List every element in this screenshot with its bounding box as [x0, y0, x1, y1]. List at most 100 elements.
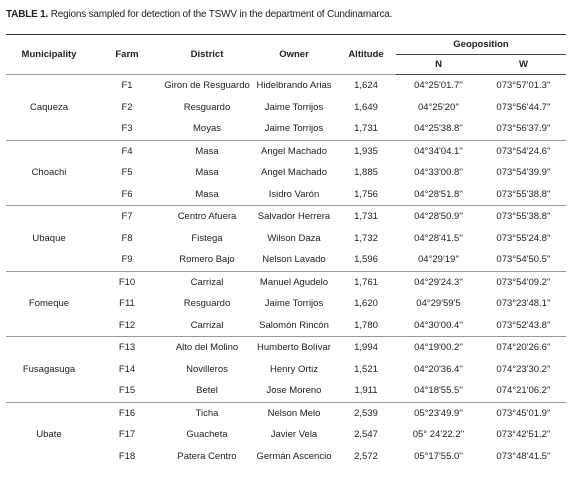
table-cell: 04°25'20'' — [418, 101, 459, 113]
caption-text: Regions sampled for detection of the TSW… — [50, 9, 393, 20]
table-cell: 074°20'26.6'' — [481, 336, 566, 359]
table-cell: 1,596 — [354, 254, 378, 266]
table-cell: 04°28'51.8'' — [414, 188, 463, 200]
table-cell: F7 — [92, 205, 162, 228]
table-cell: Carrizal — [190, 319, 224, 331]
table-cell: Angel Machado — [260, 167, 328, 179]
table-cell: 073°55'24.8'' — [496, 232, 551, 244]
table-row: F15 Betel Jose Moreno 1,911 04°18'55.5'' 074°… — [6, 380, 566, 402]
table-cell: 073°55'38.8'' — [496, 188, 551, 200]
table-cell: 073°54'24.6'' — [481, 139, 566, 162]
table-cell: Manuel Agudelo — [252, 270, 336, 293]
table-cell: 04°25'38.8'' — [414, 123, 463, 135]
header-cell: N — [396, 54, 481, 75]
table-cell: F8 — [121, 232, 133, 244]
table-cell: Fistega — [191, 232, 223, 244]
table-cell: 073°45'01.9'' — [481, 401, 566, 424]
table-cell: Novilleros — [186, 363, 228, 375]
table-cell: 2,572 — [354, 450, 378, 462]
table-cell: 073°42'51.2'' — [496, 429, 551, 441]
municipality-cell: Fusagasuga — [6, 336, 92, 402]
table-cell: Humberto Bolívar — [252, 336, 336, 359]
caption: TABLE 1. Regions sampled for detection o… — [6, 9, 392, 20]
table-cell: Wilson Daza — [267, 232, 321, 244]
table-row: F8 Fistega Wilson Daza 1,732 04°28'41.5'' 073… — [6, 228, 566, 250]
table-cell: Ticha — [162, 401, 252, 424]
header-cell: Altitude — [336, 34, 396, 75]
table-cell: Giron de Resguardo — [162, 74, 252, 97]
municipality-cell: Ubate — [6, 401, 92, 467]
table-cell: Centro Afuera — [162, 205, 252, 228]
table-row: Ubaque F7 Centro Afuera Salvador Herrera 1,7… — [6, 205, 566, 271]
table-cell: F3 — [121, 123, 133, 135]
table-cell: 1,620 — [354, 298, 378, 310]
table-cell: F12 — [118, 319, 136, 331]
table-cell: 1,731 — [336, 205, 396, 228]
table-cell: Betel — [196, 385, 218, 397]
table-cell: Javier Vela — [270, 429, 318, 441]
table-cell: Guacheta — [186, 429, 228, 441]
table-cell: 073°55'38.8'' — [481, 205, 566, 228]
table-row: F3 Moyas Jaime Torrijos 1,731 04°25'38.8'' 07… — [6, 118, 566, 140]
table-cell: 04°28'41.5'' — [414, 232, 463, 244]
table-cell: Masa — [195, 188, 219, 200]
table-row: F5 Masa Angel Machado 1,885 04°33'00.8'' 073°… — [6, 162, 566, 184]
table-cell: 073°54'09.2'' — [481, 270, 566, 293]
table-cell: 2,547 — [354, 429, 378, 441]
table-cell: Masa — [162, 139, 252, 162]
table-cell: F13 — [92, 336, 162, 359]
table-row: Choachi F4 Masa Angel Machado 1,935 04°34'04.… — [6, 139, 566, 206]
table-cell: 05°23'49.9'' — [396, 401, 481, 424]
table-cell: 074°23'30.2'' — [496, 363, 551, 375]
header-cell: Geoposition — [396, 34, 566, 55]
table-row: Fomeque F10 Carrizal Manuel Agudelo 1,761 04°… — [6, 270, 566, 337]
table-cell: F5 — [121, 167, 133, 179]
header-cell: Farm — [92, 34, 162, 75]
caption-label: TABLE 1. — [6, 9, 49, 20]
municipality-cell: Caqueza — [6, 74, 92, 140]
table-cell: 04°28'50.9'' — [396, 205, 481, 228]
table-cell: Jaime Torrijos — [264, 101, 324, 113]
table-cell: Masa — [195, 167, 219, 179]
table-cell: 04°29'24.3'' — [396, 270, 481, 293]
table-cell: 074°21'06.2'' — [496, 385, 551, 397]
municipality-cell: Choachi — [6, 139, 92, 206]
table-row: F18 Patera Centro Germán Ascencio 2,572 05°1… — [6, 446, 566, 468]
table-cell: 1,732 — [354, 232, 378, 244]
table-cell: Nelson Lavado — [262, 254, 326, 266]
table-cell: 1,935 — [336, 139, 396, 162]
table-cell: F2 — [121, 101, 133, 113]
table-cell: Salvador Herrera — [252, 205, 336, 228]
table-row: Fusagasuga F13 Alto del Molino Humberto Bol… — [6, 336, 566, 402]
table-cell: 2,539 — [336, 401, 396, 424]
municipality-cell: Ubaque — [6, 205, 92, 271]
table-row: Caqueza F1 Giron de Resguardo Hidelbrando A… — [6, 74, 566, 140]
table-cell: 1,780 — [354, 319, 378, 331]
table-cell: Carrizal — [162, 270, 252, 293]
table-cell: 1,885 — [354, 167, 378, 179]
table-cell: 073°57'01.3'' — [481, 74, 566, 97]
table-row: F12 Carrizal Salomón Rincón 1,780 04°30'00.4… — [6, 315, 566, 337]
municipality-cell: Fomeque — [6, 270, 92, 337]
header-cell: Owner — [252, 34, 336, 75]
table-cell: 04°19'00.2'' — [396, 336, 481, 359]
table-cell: Romero Bajo — [179, 254, 235, 266]
table-cell: Jaime Torrijos — [264, 123, 324, 135]
table-cell: Moyas — [193, 123, 221, 135]
table-cell: F4 — [92, 139, 162, 162]
table-cell: 073°52'43.8'' — [496, 319, 551, 331]
table-cell: Resguardo — [183, 298, 231, 310]
table-header: Municipality Farm District Owner Altitud… — [6, 34, 566, 75]
table-cell: Jaime Torrijos — [264, 298, 324, 310]
table-row: F11 Resguardo Jaime Torrijos 1,620 04°29'59'… — [6, 293, 566, 315]
header-cell: District — [162, 34, 252, 75]
table-cell: F16 — [92, 401, 162, 424]
header-cell: W — [481, 54, 566, 75]
table-cell: 04°29'59'5 — [416, 298, 461, 310]
table-cell: 073°48'41.5'' — [496, 450, 551, 462]
table-cell: 05° 24'22.2'' — [412, 429, 465, 441]
table-cell: Salomón Rincón — [259, 319, 329, 331]
table-cell: F1 — [92, 74, 162, 97]
table-cell: Hidelbrando Arias — [252, 74, 336, 97]
header-cell: Municipality — [6, 34, 92, 75]
